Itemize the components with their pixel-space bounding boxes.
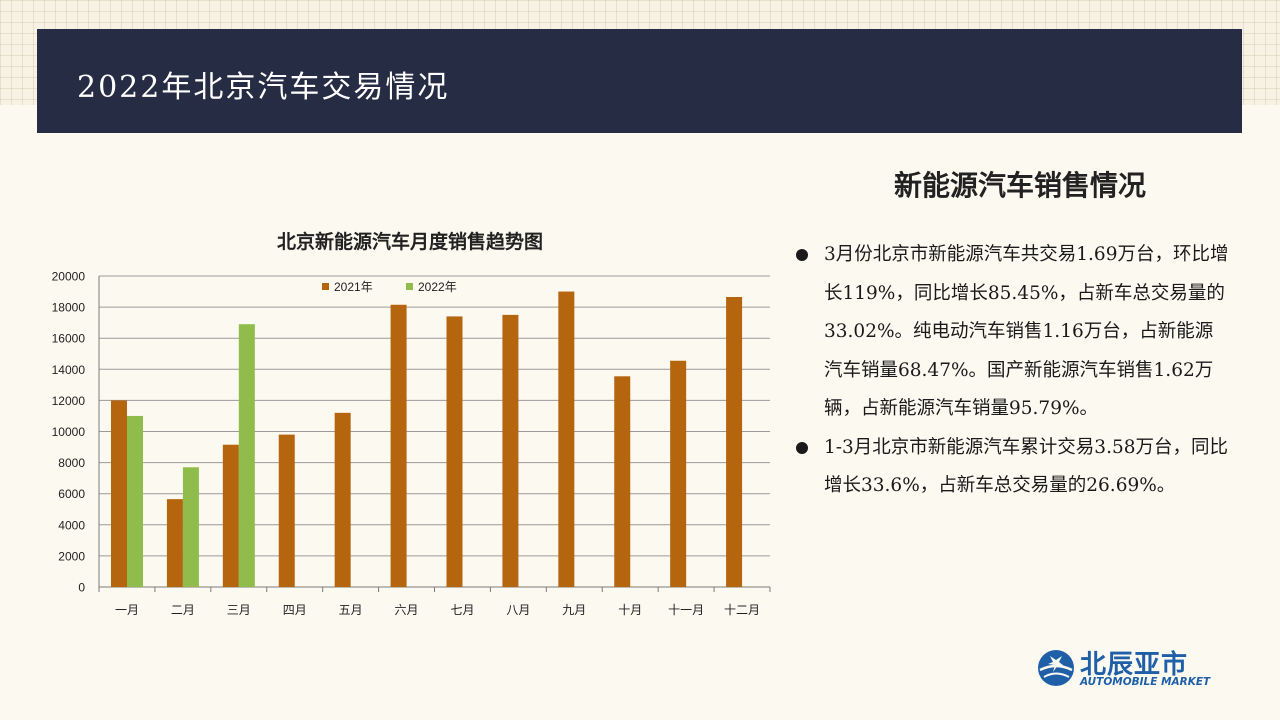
bar	[446, 316, 463, 587]
x-tick-label: 九月	[562, 603, 586, 617]
bar	[182, 467, 199, 587]
header-bar: 2022年北京汽车交易情况	[37, 29, 1242, 133]
x-tick-label: 十一月	[668, 603, 704, 617]
legend-swatch	[322, 283, 329, 290]
company-logo: 北辰亚市 AUTOMOBILE MARKET	[1036, 648, 1216, 692]
bar	[390, 304, 407, 587]
bar	[726, 296, 743, 587]
y-tick-label: 12000	[52, 394, 86, 408]
y-tick-label: 2000	[58, 549, 85, 563]
logo-subtitle: AUTOMOBILE MARKET	[1080, 676, 1211, 688]
x-tick-label: 五月	[339, 603, 363, 617]
y-tick-label: 0	[78, 581, 85, 595]
bar	[222, 444, 239, 587]
bar	[111, 400, 127, 587]
y-tick-label: 14000	[52, 363, 86, 377]
page-title: 2022年北京汽车交易情况	[77, 70, 450, 105]
x-tick-label: 三月	[227, 603, 251, 617]
logo-globe-icon	[1038, 650, 1074, 686]
x-tick-label: 七月	[450, 603, 474, 617]
y-tick-label: 10000	[52, 425, 86, 439]
logo-name: 北辰亚市	[1080, 650, 1189, 680]
y-tick-label: 8000	[58, 456, 85, 470]
y-tick-label: 18000	[52, 301, 86, 315]
x-tick-label: 十月	[618, 603, 642, 617]
bar	[127, 415, 143, 587]
bar	[502, 314, 519, 587]
x-tick-label: 八月	[506, 603, 530, 617]
bullet-text: 3月份北京市新能源汽车共交易1.69万台，环比增长119%，同比增长85.45%…	[824, 244, 1229, 419]
bar	[558, 291, 575, 587]
bullet-item: 1-3月北京市新能源汽车累计交易3.58万台，同比增长33.6%，占新车总交易量…	[794, 429, 1230, 506]
x-tick-label: 一月	[115, 603, 139, 617]
legend-label: 2021年	[334, 280, 373, 294]
chart-title: 北京新能源汽车月度销售趋势图	[277, 230, 543, 253]
bullet-item: 3月份北京市新能源汽车共交易1.69万台，环比增长119%，同比增长85.45%…	[794, 236, 1230, 429]
y-tick-label: 20000	[52, 270, 86, 284]
bar-chart: 北京新能源汽车月度销售趋势图 0 2000 4000 6000 8000 10000 1200…	[52, 230, 771, 617]
section-title: 新能源汽车销售情况	[893, 169, 1146, 202]
bar	[614, 376, 631, 587]
legend-label: 2022年	[418, 280, 457, 294]
x-tick-label: 二月	[171, 603, 195, 617]
y-tick-label: 16000	[52, 332, 86, 346]
bullet-list: 3月份北京市新能源汽车共交易1.69万台，环比增长119%，同比增长85.45%…	[794, 236, 1230, 506]
bar	[166, 499, 183, 587]
bar	[334, 412, 351, 587]
x-tick-label: 十二月	[724, 603, 760, 617]
x-tick-label: 四月	[283, 603, 307, 617]
bullet-text: 1-3月北京市新能源汽车累计交易3.58万台，同比增长33.6%，占新车总交易量…	[824, 436, 1228, 497]
bullet-dot-icon	[796, 249, 808, 261]
y-tick-label: 6000	[58, 487, 85, 501]
bar	[238, 324, 255, 587]
legend-swatch	[406, 283, 413, 290]
x-tick-label: 六月	[395, 603, 419, 617]
y-tick-label: 4000	[58, 518, 85, 532]
bullet-dot-icon	[796, 441, 808, 454]
bar	[670, 360, 687, 587]
bar	[278, 434, 295, 587]
